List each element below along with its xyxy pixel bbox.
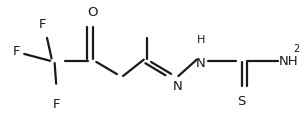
Text: O: O xyxy=(87,6,98,19)
Text: N: N xyxy=(196,57,205,70)
Text: F: F xyxy=(13,45,20,58)
Text: F: F xyxy=(39,18,46,31)
Text: N: N xyxy=(172,80,182,93)
Text: 2: 2 xyxy=(293,44,299,54)
Text: H: H xyxy=(196,35,205,45)
Text: S: S xyxy=(238,95,246,108)
Text: F: F xyxy=(52,98,60,111)
Text: NH: NH xyxy=(279,55,298,68)
